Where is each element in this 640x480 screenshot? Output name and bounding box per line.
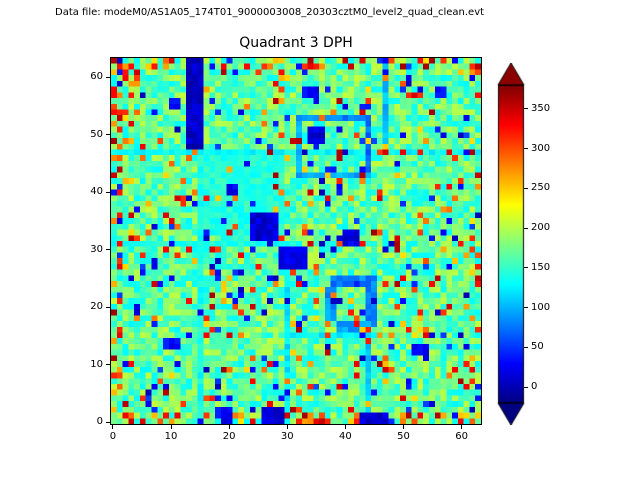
x-tick-label: 60 <box>455 431 469 442</box>
heatmap-plot <box>110 57 482 425</box>
y-tick-label: 10 <box>90 358 103 370</box>
colorbar-tick-label: 150 <box>531 261 551 273</box>
y-tick-mark <box>106 364 110 366</box>
x-tick-mark <box>344 425 346 429</box>
y-tick-label: 30 <box>90 243 103 255</box>
y-tick-label: 40 <box>90 186 103 198</box>
colorbar-tick-mark <box>524 187 528 189</box>
x-tick-mark <box>403 425 405 429</box>
colorbar-canvas <box>497 63 525 425</box>
y-tick-mark <box>106 191 110 193</box>
x-tick-mark <box>112 425 114 429</box>
colorbar-tick-label: 350 <box>531 102 551 114</box>
heatmap-canvas <box>111 58 481 424</box>
colorbar-tick-label: 100 <box>531 301 551 313</box>
y-tick-label: 20 <box>90 301 103 313</box>
y-tick-mark <box>106 306 110 308</box>
colorbar-tick-mark <box>524 227 528 229</box>
x-tick-mark <box>170 425 172 429</box>
y-tick-mark <box>106 76 110 78</box>
x-tick-label: 20 <box>222 431 236 442</box>
x-tick-label: 30 <box>280 431 294 442</box>
colorbar-tick-label: 300 <box>531 142 551 154</box>
x-tick-mark <box>286 425 288 429</box>
colorbar-tick-mark <box>524 386 528 388</box>
x-tick-label: 50 <box>397 431 410 442</box>
colorbar-tick-label: 50 <box>531 341 544 353</box>
colorbar-tick-mark <box>524 148 528 150</box>
colorbar-tick-mark <box>524 307 528 309</box>
plot-title: Quadrant 3 DPH <box>239 35 353 51</box>
y-tick-mark <box>106 134 110 136</box>
x-tick-mark <box>228 425 230 429</box>
colorbar-tick-mark <box>524 346 528 348</box>
colorbar-tick-label: 250 <box>531 182 551 194</box>
y-tick-mark <box>106 249 110 251</box>
y-tick-label: 50 <box>90 128 103 140</box>
x-tick-label: 10 <box>164 431 178 442</box>
x-tick-label: 0 <box>109 431 117 442</box>
colorbar-tick-label: 0 <box>531 381 538 393</box>
x-tick-mark <box>461 425 463 429</box>
datafile-text: Data file: modeM0/AS1A05_174T01_90000030… <box>55 7 485 18</box>
colorbar-tick-label: 200 <box>531 222 551 234</box>
x-tick-label: 40 <box>339 431 352 442</box>
y-tick-label: 60 <box>90 71 103 83</box>
y-tick-label: 0 <box>96 416 103 428</box>
y-tick-mark <box>106 421 110 423</box>
colorbar <box>497 63 525 425</box>
colorbar-tick-mark <box>524 267 528 269</box>
colorbar-tick-mark <box>524 108 528 110</box>
